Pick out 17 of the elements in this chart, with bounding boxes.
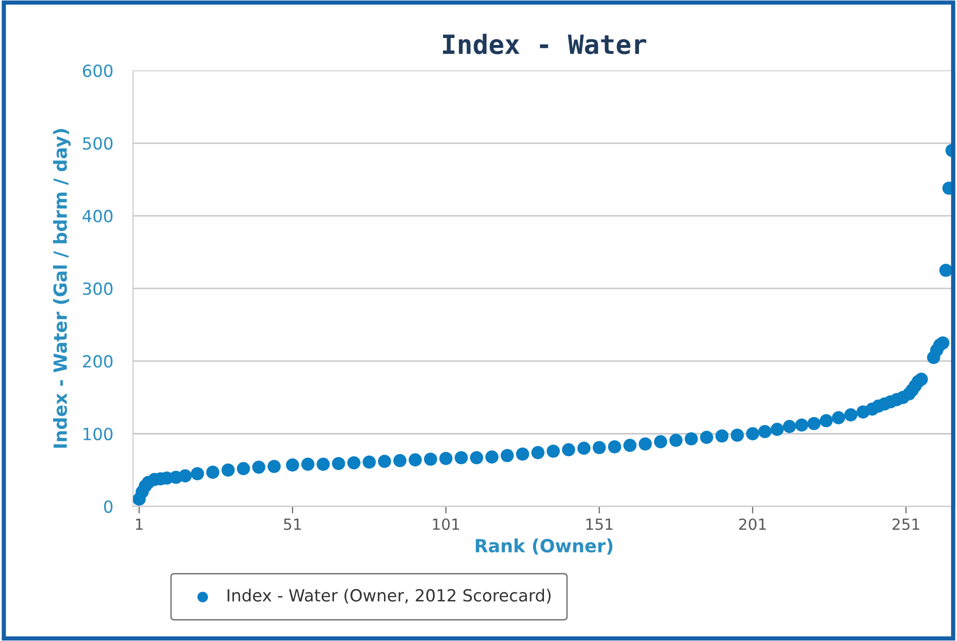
- x-axis-title: Rank (Owner): [476, 538, 612, 555]
- y-tick-label: 0: [104, 500, 112, 513]
- chart-title: Index - Water: [443, 34, 646, 54]
- x-tick-label: 151: [586, 518, 612, 530]
- x-tick-label: 1: [136, 518, 143, 530]
- y-tick-label: 500: [83, 137, 112, 150]
- y-tick-label: 400: [82, 210, 112, 222]
- x-tick-label: 201: [739, 518, 766, 530]
- y-tick-label: 100: [84, 428, 112, 440]
- y-tick-label: 600: [82, 64, 112, 78]
- y-tick-label: 300: [83, 282, 112, 296]
- legend-label: Index - Water (Owner, 2012 Scorecard): [228, 588, 551, 604]
- x-tick-label: 101: [432, 518, 460, 530]
- x-tick-label: 251: [892, 518, 920, 530]
- x-tick-label: 51: [284, 518, 301, 530]
- y-tick-label: 200: [82, 355, 112, 368]
- y-axis-title: Index - Water (Gal / bdrm / day): [53, 129, 71, 448]
